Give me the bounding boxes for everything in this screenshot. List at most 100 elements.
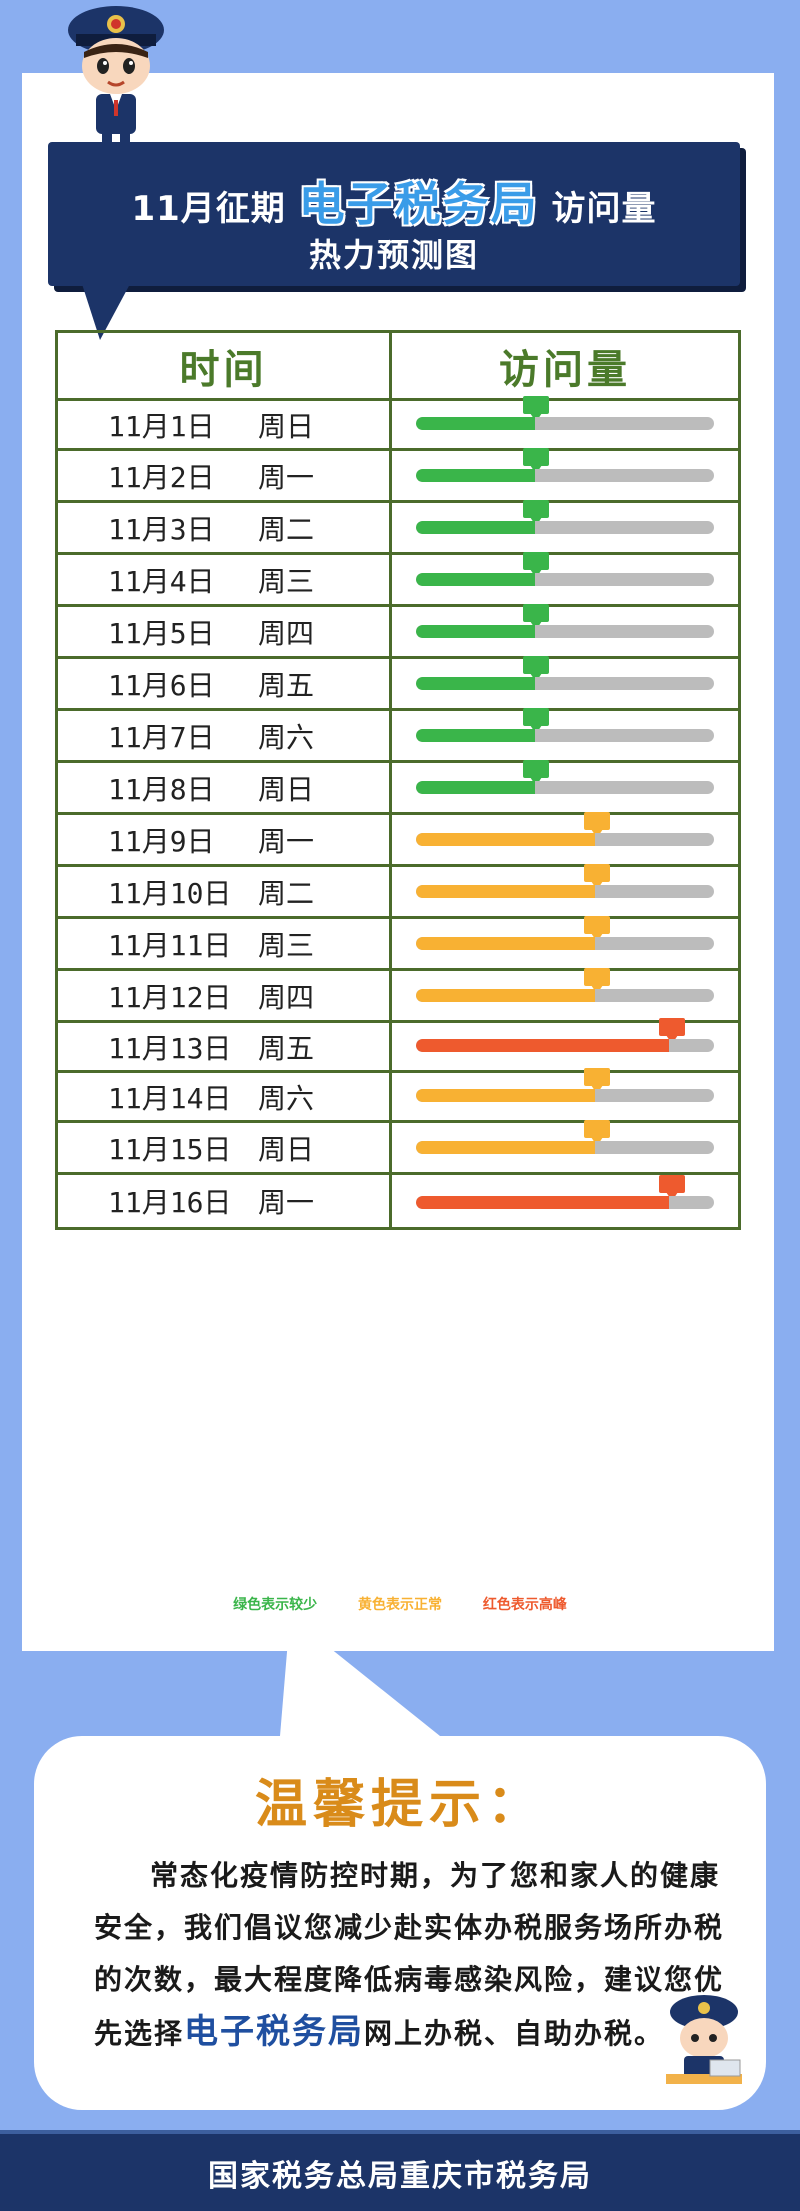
visit-level-track [416, 781, 714, 794]
visit-level-bar [416, 885, 595, 898]
row-weekday: 周四 [258, 980, 315, 1014]
table-row: 11月2日 周一 [58, 448, 738, 503]
visit-level-bar [416, 1089, 595, 1102]
row-date: 11月7日 [108, 720, 215, 754]
tip-body: 常态化疫情防控时期，为了您和家人的健康安全，我们倡议您减少赴实体办税服务场所办税… [94, 1850, 730, 2060]
visit-level-marker-icon [583, 812, 610, 838]
visit-level-bar [416, 937, 595, 950]
row-weekday: 周日 [258, 1132, 315, 1166]
visit-level-marker-icon [523, 656, 550, 682]
legend-yellow: 黄色表示正常 [358, 1597, 442, 1613]
visit-level-bar [416, 417, 536, 430]
visit-level-track [416, 417, 714, 430]
table-header: 时间 访问量 [58, 333, 738, 401]
table-body: 11月1日 周日 11月2日 周一 11月3日 周二 11月4日 周三 11月5日 周四 11月6日… [58, 396, 738, 1227]
row-date: 11月14日 [108, 1081, 232, 1115]
banner-title-suffix: 访问量 [551, 189, 657, 229]
row-weekday: 周一 [258, 460, 315, 494]
row-weekday: 周五 [258, 668, 315, 702]
visit-level-track [416, 1196, 714, 1209]
row-weekday: 周日 [258, 409, 315, 443]
table-row: 11月1日 周日 [58, 396, 738, 451]
row-date: 11月10日 [108, 876, 232, 910]
visit-level-marker-icon [583, 968, 610, 994]
table-row: 11月14日 周六 [58, 1068, 738, 1123]
visit-level-track [416, 989, 714, 1002]
visit-level-bar [416, 833, 595, 846]
table-row: 11月10日 周二 [58, 864, 738, 919]
banner-title: 11月征期 电子税务局 访问量 [48, 168, 740, 234]
visit-level-marker-icon [658, 1018, 685, 1044]
row-weekday: 周三 [258, 564, 315, 598]
visit-level-marker-icon [523, 396, 550, 422]
row-weekday: 周三 [258, 928, 315, 962]
visit-level-marker-icon [583, 916, 610, 942]
table-row: 11月9日 周一 [58, 812, 738, 867]
visit-level-track [416, 729, 714, 742]
tip-bubble: 温馨提示： 常态化疫情防控时期，为了您和家人的健康安全，我们倡议您减少赴实体办税… [34, 1736, 766, 2110]
visit-level-bar [416, 989, 595, 1002]
footer-text: 国家税务总局重庆市税务局 [208, 2158, 592, 2194]
row-date: 11月5日 [108, 616, 215, 650]
tip-pointer [280, 1616, 440, 1736]
row-date: 11月4日 [108, 564, 215, 598]
tip-body-text: 常态化疫情防控时期，为了您和家人的健康安全，我们倡议您减少赴实体办税服务场所办税… [94, 1859, 725, 2050]
row-weekday: 周六 [258, 720, 315, 754]
visit-level-bar [416, 625, 536, 638]
visit-level-track [416, 885, 714, 898]
tax-officer-desk-icon [666, 1995, 742, 2084]
legend-red: 红色表示高峰 [482, 1597, 567, 1613]
banner-title-prefix: 11月征期 [131, 189, 286, 229]
row-date: 11月3日 [108, 512, 215, 546]
row-weekday: 周五 [258, 1031, 315, 1065]
row-date: 11月1日 [108, 409, 215, 443]
row-date: 11月6日 [108, 668, 215, 702]
table-row: 11月8日 周日 [58, 760, 738, 815]
visit-level-marker-icon [583, 1120, 610, 1146]
table-row: 11月5日 周四 [58, 604, 738, 659]
legend: 绿色表示较少 黄色表示正常 红色表示高峰 [0, 1594, 800, 1614]
visit-level-bar [416, 677, 536, 690]
row-weekday: 周二 [258, 512, 315, 546]
visit-level-track [416, 937, 714, 950]
header-visits: 访问量 [499, 346, 631, 393]
table-row: 11月6日 周五 [58, 656, 738, 711]
row-date: 11月13日 [108, 1031, 232, 1065]
visit-level-bar [416, 469, 536, 482]
visit-level-bar [416, 781, 536, 794]
table-row: 11月16日 周一 [58, 1175, 738, 1227]
tip-body-text-end: 网上办税、自助办税。 [364, 2017, 665, 2050]
visit-level-marker-icon [583, 1068, 610, 1094]
row-weekday: 周一 [258, 1186, 315, 1219]
visit-level-marker-icon [658, 1175, 685, 1201]
visit-level-marker-icon [583, 864, 610, 890]
tip-title: 温馨提示： [254, 1775, 545, 1835]
table-row: 11月3日 周二 [58, 500, 738, 555]
row-weekday: 周日 [258, 772, 315, 806]
visit-level-bar [416, 1039, 670, 1052]
row-date: 11月16日 [108, 1186, 232, 1219]
visit-level-track [416, 573, 714, 586]
visit-forecast-table: 时间 访问量 11月1日 周日 11月2日 周一 11月3日 周二 11月4日 周三 11月5日… [55, 330, 741, 1230]
visit-level-track [416, 625, 714, 638]
visit-level-bar [416, 521, 536, 534]
row-date: 11月9日 [108, 824, 215, 858]
visit-level-bar [416, 1141, 595, 1154]
header-time: 时间 [179, 346, 268, 393]
content-card [22, 73, 774, 1651]
row-date: 11月8日 [108, 772, 215, 806]
visit-level-marker-icon [523, 604, 550, 630]
visit-level-track [416, 677, 714, 690]
visit-level-marker-icon [523, 448, 550, 474]
visit-level-marker-icon [523, 760, 550, 786]
visit-level-track [416, 469, 714, 482]
visit-level-track [416, 521, 714, 534]
table-row: 11月15日 周日 [58, 1120, 738, 1175]
title-banner: 11月征期 电子税务局 访问量 热力预测图 [48, 142, 740, 286]
table-row: 11月12日 周四 [58, 968, 738, 1023]
table-row: 11月7日 周六 [58, 708, 738, 763]
tip-body-highlight: 电子税务局 [184, 2012, 365, 2052]
table-row: 11月4日 周三 [58, 552, 738, 607]
visit-level-bar [416, 1196, 670, 1209]
banner-title-highlight: 电子税务局 [298, 177, 539, 231]
